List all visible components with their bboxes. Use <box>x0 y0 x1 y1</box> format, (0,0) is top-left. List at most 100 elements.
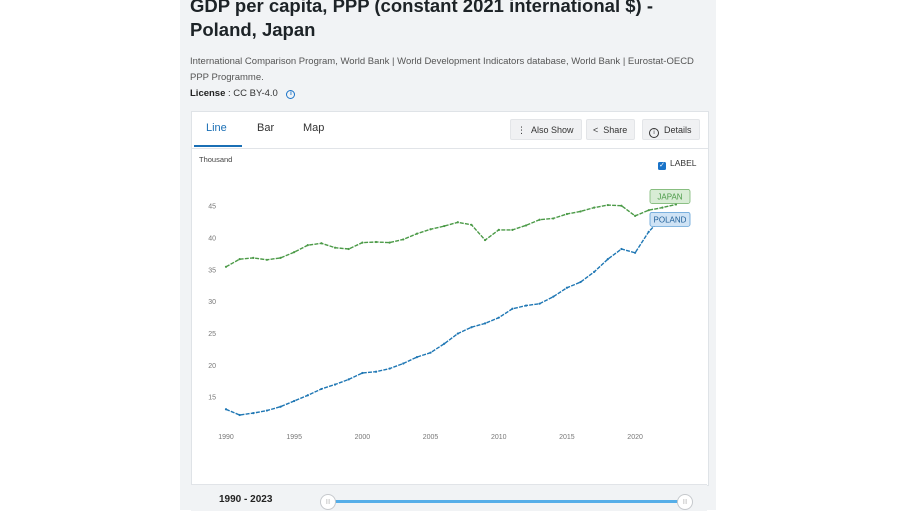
data-point-poland <box>306 394 309 397</box>
series-line-japan <box>225 203 677 268</box>
data-point-japan <box>279 256 282 259</box>
data-point-poland <box>252 411 255 415</box>
data-point-japan <box>252 256 255 259</box>
data-point-japan <box>238 258 241 261</box>
data-point-poland <box>333 383 337 386</box>
data-point-japan <box>538 218 541 221</box>
data-point-japan <box>388 241 391 244</box>
license-line: License : CC BY-4.0 i <box>190 88 296 99</box>
y-tick-label: 30 <box>208 299 216 306</box>
data-point-poland <box>388 367 391 370</box>
data-point-japan <box>579 210 582 213</box>
data-point-japan <box>633 214 637 217</box>
line-chart: 15 20 25 30 35 40 45 1990 1995 2000 2005 2010 2015 20… <box>208 189 691 441</box>
data-point-japan <box>565 212 569 216</box>
data-point-poland <box>565 286 569 289</box>
series-label-japan: JAPAN <box>657 192 682 201</box>
license-label: License <box>190 88 226 99</box>
tab-line[interactable]: Line <box>206 122 227 134</box>
data-point-poland <box>320 387 323 391</box>
data-point-japan <box>415 232 419 235</box>
data-point-japan <box>224 265 228 268</box>
checkbox-checked-icon: ✓ <box>658 162 666 170</box>
data-point-japan <box>293 251 296 254</box>
data-point-poland <box>593 270 596 273</box>
share-icon: < <box>593 125 599 135</box>
data-point-poland <box>538 302 541 305</box>
x-tick-label: 1990 <box>218 434 234 441</box>
info-icon[interactable]: i <box>286 90 296 99</box>
details-button[interactable]: i Details <box>642 119 700 140</box>
tab-map[interactable]: Map <box>303 122 325 134</box>
chart-tabs: Line Bar Map ⋮ Also Show < Share i Details <box>192 112 708 149</box>
data-point-japan <box>470 223 473 226</box>
range-track[interactable] <box>329 500 685 503</box>
data-point-poland <box>633 251 637 254</box>
series-label-poland: POLAND <box>654 215 687 224</box>
data-point-poland <box>374 370 378 373</box>
also-show-button[interactable]: ⋮ Also Show <box>510 119 582 140</box>
data-point-poland <box>265 409 269 412</box>
data-point-poland <box>620 247 623 251</box>
data-point-japan <box>647 209 650 212</box>
series-label-box-japan <box>649 189 691 204</box>
data-point-poland <box>456 332 459 335</box>
data-point-japan <box>347 247 350 251</box>
series-label-box-poland <box>649 211 691 227</box>
data-point-japan <box>606 203 609 207</box>
y-axis-unit-label: Thousand <box>199 155 233 164</box>
y-tick-label: 35 <box>208 267 216 274</box>
data-point-japan <box>593 206 596 209</box>
data-point-poland <box>524 304 528 307</box>
share-label: Share <box>603 125 628 135</box>
data-point-poland <box>443 342 446 345</box>
active-tab-indicator <box>194 145 242 147</box>
x-tick-label: 2020 <box>627 434 643 441</box>
y-tick-label: 45 <box>208 204 216 211</box>
x-tick-label: 2005 <box>423 434 439 441</box>
more-vertical-icon: ⋮ <box>517 125 526 135</box>
tab-bar[interactable]: Bar <box>257 122 275 134</box>
data-point-poland <box>279 405 282 408</box>
y-tick-label: 15 <box>208 395 216 402</box>
data-point-japan <box>333 246 337 249</box>
data-point-japan <box>402 238 405 241</box>
data-point-japan <box>374 240 378 244</box>
data-point-japan <box>524 224 528 227</box>
data-point-japan <box>265 258 269 261</box>
range-slider-bar: 1990 - 2023 ||| ||| <box>191 484 707 511</box>
chart-card: Line Bar Map ⋮ Also Show < Share i Details … <box>191 111 709 486</box>
y-tick-label: 20 <box>208 363 216 370</box>
data-point-poland <box>647 230 650 233</box>
series-line-poland <box>225 212 677 416</box>
y-tick-label: 25 <box>208 331 216 338</box>
range-start-handle[interactable]: ||| <box>320 494 336 510</box>
data-point-japan <box>552 217 555 220</box>
data-point-japan <box>661 206 664 209</box>
data-point-japan <box>483 238 487 242</box>
x-tick-label: 2010 <box>491 434 507 441</box>
data-point-poland <box>606 258 609 261</box>
data-point-japan <box>511 228 514 231</box>
data-point-poland <box>511 307 514 310</box>
data-point-poland <box>415 356 419 359</box>
data-point-japan <box>497 228 500 231</box>
data-point-japan <box>320 242 323 245</box>
data-point-poland <box>429 351 432 354</box>
data-point-poland <box>361 371 364 375</box>
label-checkbox-text: LABEL <box>670 158 697 168</box>
page-title: GDP per capita, PPP (constant 2021 inter… <box>190 0 653 40</box>
label-checkbox[interactable]: ✓ LABEL <box>658 158 696 170</box>
data-point-japan <box>456 221 459 224</box>
data-point-poland <box>238 413 241 417</box>
range-end-handle[interactable]: ||| <box>677 494 693 510</box>
data-point-japan <box>361 241 364 244</box>
data-point-japan <box>429 228 432 231</box>
share-button[interactable]: < Share <box>586 119 636 140</box>
data-point-poland <box>347 378 350 381</box>
range-label: 1990 - 2023 <box>219 494 273 505</box>
data-point-japan <box>620 204 623 207</box>
details-label: Details <box>664 125 692 135</box>
data-point-poland <box>470 326 473 329</box>
x-tick-label: 2000 <box>355 434 371 441</box>
